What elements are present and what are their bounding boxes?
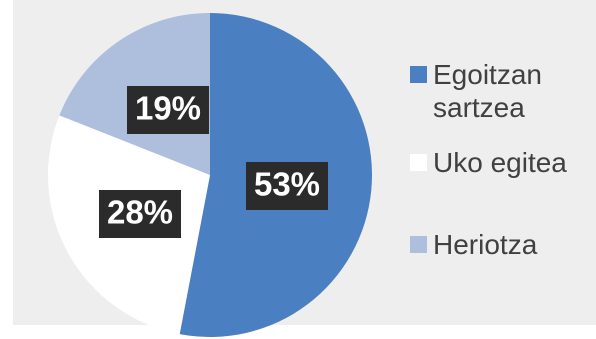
data-label-text: 53% bbox=[254, 166, 320, 203]
data-label-2: 28% bbox=[99, 190, 181, 238]
data-label-box bbox=[246, 162, 328, 210]
data-label-box bbox=[99, 190, 181, 238]
data-label-text: 19% bbox=[135, 90, 201, 127]
legend-item-2: Uko egitea bbox=[410, 146, 593, 179]
legend-label: Uko egitea bbox=[433, 147, 567, 178]
legend-label: Egoitzan sartzea bbox=[433, 59, 542, 123]
data-label-text: 28% bbox=[107, 194, 173, 231]
data-label-3: 19% bbox=[127, 86, 209, 134]
legend-label: Heriotza bbox=[433, 229, 538, 260]
legend-swatch bbox=[410, 154, 427, 171]
legend-item-1: Egoitzan sartzea bbox=[410, 58, 593, 124]
data-label-1: 53% bbox=[246, 162, 328, 210]
legend-swatch bbox=[410, 236, 427, 253]
legend-swatch bbox=[410, 66, 427, 83]
legend-item-3: Heriotza bbox=[410, 228, 593, 261]
data-label-box bbox=[127, 86, 209, 134]
